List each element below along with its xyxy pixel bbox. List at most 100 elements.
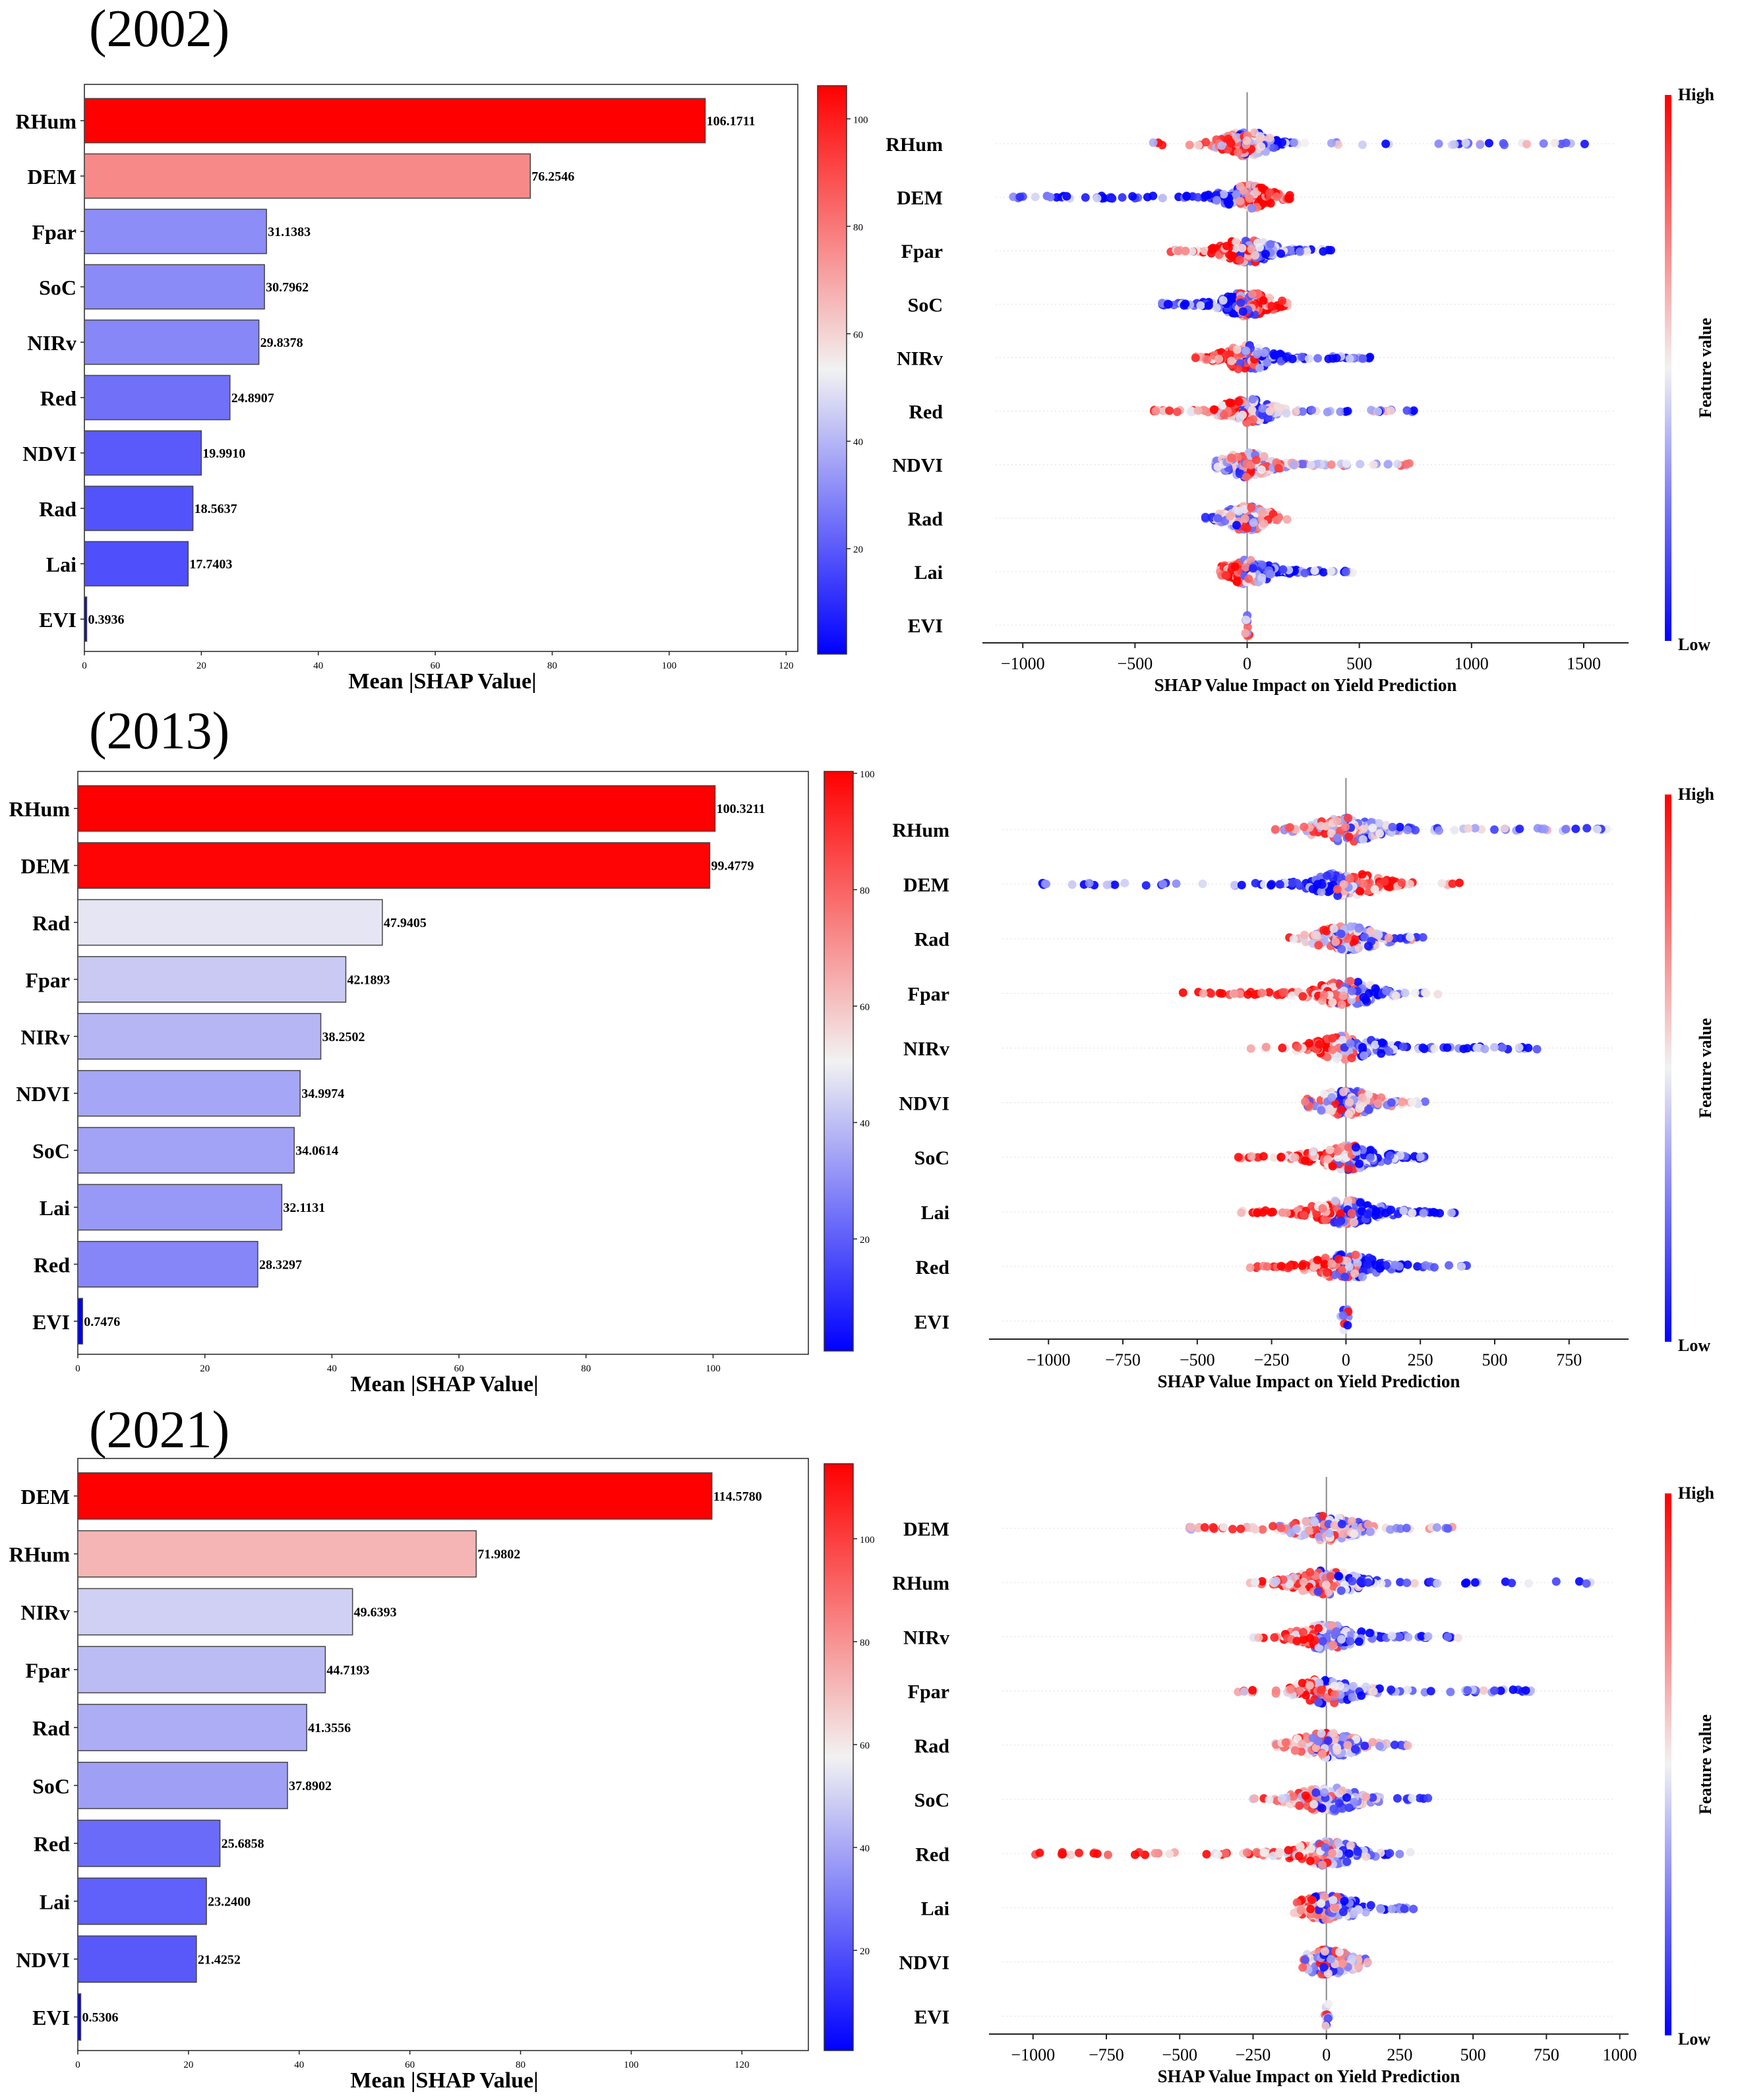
point	[1322, 1268, 1331, 1277]
point	[1275, 880, 1284, 889]
point	[1258, 1525, 1267, 1534]
point	[1330, 1521, 1339, 1530]
point	[1309, 1262, 1319, 1271]
bar-value-label: 44.7193	[326, 1663, 369, 1677]
beeswarm-feature-label: NDVI	[899, 1952, 949, 1974]
point	[1334, 1571, 1343, 1580]
point	[1325, 1529, 1334, 1538]
point	[1247, 204, 1257, 213]
beeswarm-feature-label: SoC	[915, 1147, 949, 1169]
point	[1408, 1098, 1417, 1107]
bar-Rad	[77, 899, 383, 946]
beeswarm-feature-label: EVI	[915, 1311, 949, 1333]
point	[1380, 877, 1389, 886]
point	[1295, 1686, 1304, 1695]
point	[1320, 1946, 1329, 1956]
points-SoC	[1158, 289, 1292, 321]
point	[1254, 1633, 1263, 1642]
beeswarm-feature-label: DEM	[903, 874, 949, 896]
point	[1226, 356, 1236, 365]
point	[1224, 135, 1233, 144]
point	[1128, 192, 1137, 201]
point	[1338, 1311, 1348, 1320]
point	[1463, 1686, 1472, 1695]
point	[1228, 1524, 1237, 1534]
point	[1202, 1849, 1211, 1859]
point	[1271, 1686, 1280, 1695]
bar-feature-label: Red	[34, 1253, 70, 1276]
point	[1450, 140, 1459, 149]
beeswarm-feature-label: Lai	[921, 1898, 949, 1919]
point	[1371, 984, 1380, 993]
point	[1248, 1686, 1257, 1695]
point	[1316, 1096, 1325, 1105]
beeswarm-xtick-label: 0	[1243, 654, 1251, 673]
point	[1422, 988, 1431, 998]
point	[1393, 1794, 1402, 1803]
bar-value-label: 30.7962	[266, 280, 309, 295]
point	[1164, 299, 1173, 309]
point	[1318, 1750, 1327, 1759]
points-Lai	[1290, 1891, 1418, 1924]
point	[1358, 879, 1367, 888]
point	[1257, 142, 1266, 151]
point	[1340, 1273, 1350, 1282]
point	[1220, 1849, 1230, 1858]
bar-xtick-label: 120	[735, 2060, 750, 2070]
point	[1308, 1733, 1317, 1743]
point	[1593, 825, 1602, 834]
point	[1374, 819, 1383, 828]
point	[1443, 1043, 1452, 1052]
point	[1191, 353, 1200, 363]
point	[1346, 1038, 1355, 1048]
point	[1246, 460, 1255, 469]
point	[1301, 1791, 1310, 1800]
beeswarm-xtick-label: −1000	[1001, 654, 1045, 673]
point	[1365, 1629, 1374, 1638]
bar-feature-label: Lai	[40, 1196, 70, 1220]
point	[1338, 1959, 1347, 1968]
point	[1355, 1104, 1364, 1113]
point	[1244, 990, 1253, 999]
point	[1266, 570, 1275, 579]
point	[1093, 194, 1102, 203]
point	[1480, 1044, 1489, 1054]
beeswarm-feature-label: NIRv	[903, 1038, 949, 1060]
point	[1328, 1162, 1337, 1171]
point	[1230, 880, 1239, 889]
point	[1193, 1524, 1203, 1533]
point	[1066, 1850, 1075, 1859]
bar-Fpar	[77, 956, 347, 1003]
point	[1387, 1685, 1396, 1695]
colorbar-tick-label: 80	[860, 885, 870, 896]
point	[1376, 1904, 1385, 1913]
point	[1329, 354, 1338, 363]
bar-Rad	[84, 485, 194, 531]
point	[1350, 1529, 1359, 1538]
beeswarm-feature-label: SoC	[915, 1789, 949, 1811]
point	[1248, 564, 1257, 573]
point	[1259, 296, 1268, 305]
points-NDVI	[1211, 448, 1414, 481]
point	[1225, 398, 1234, 407]
point	[1364, 942, 1373, 951]
point	[1245, 194, 1254, 203]
point	[1348, 1576, 1357, 1586]
point	[1310, 566, 1319, 576]
point	[1323, 1052, 1332, 1062]
point	[1296, 1843, 1305, 1852]
point	[1522, 140, 1532, 149]
point	[1321, 1580, 1331, 1590]
point	[1251, 878, 1260, 887]
colorbar-tick-label: 40	[853, 437, 863, 448]
bar-NDVI	[77, 1069, 301, 1117]
point	[1238, 243, 1247, 253]
beeswarm-feature-label: Fpar	[901, 241, 943, 262]
point	[1410, 988, 1420, 998]
points-NIRv	[1249, 1621, 1462, 1654]
bar-feature-label: Rad	[32, 911, 70, 935]
point	[1464, 824, 1473, 833]
point	[1302, 1516, 1311, 1526]
point	[1359, 824, 1368, 833]
